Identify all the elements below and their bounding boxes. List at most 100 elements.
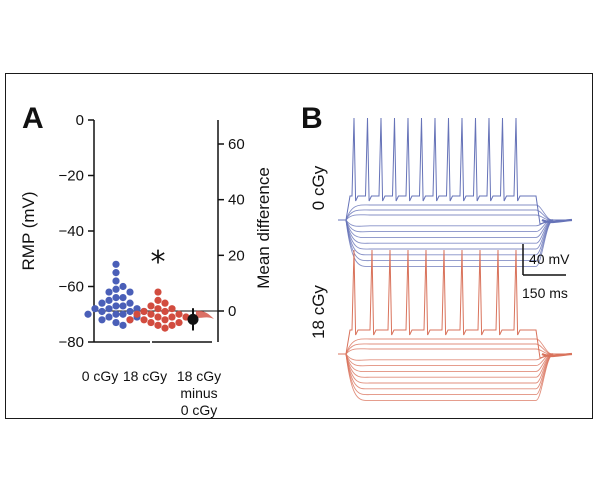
data-point [154, 296, 162, 304]
depolarizing-sweep [345, 348, 555, 355]
right-y-axis-label: Mean difference [254, 167, 273, 289]
left-tick-group: 0 −20 −40 −60 −80 [59, 112, 94, 351]
left-tick-label: −40 [59, 223, 84, 240]
data-point [112, 277, 120, 285]
hyperpolarizing-sweep [338, 219, 572, 267]
data-points [84, 260, 190, 332]
data-point [98, 316, 106, 324]
data-point [161, 307, 169, 316]
data-point [112, 294, 120, 302]
data-point [98, 307, 106, 316]
data-point [84, 310, 92, 318]
data-point [105, 313, 113, 321]
data-point [161, 299, 169, 307]
data-point [119, 310, 127, 318]
data-point [140, 316, 148, 324]
right-tick-label: 20 [228, 247, 245, 264]
data-point [168, 313, 176, 321]
data-point [126, 299, 134, 307]
data-point [147, 302, 155, 310]
trace-label-18cgy: 18 cGy [309, 285, 328, 339]
data-point [91, 305, 99, 313]
data-point [154, 288, 162, 296]
scale-bar-time: 150 ms [522, 285, 568, 301]
panel-a-label: A [22, 102, 44, 135]
mean-difference-point [187, 313, 199, 325]
hyperpolarizing-sweep [338, 219, 572, 238]
scale-bar: 40 mV 150 ms [522, 244, 570, 301]
distribution-shape [196, 310, 214, 319]
category-label: 18 cGy [123, 368, 167, 384]
data-point [119, 321, 127, 329]
data-point [105, 288, 113, 296]
data-point [112, 318, 120, 327]
hyperpolarizing-sweep [338, 219, 572, 233]
data-point [119, 294, 127, 302]
figure-frame [5, 73, 593, 419]
data-point [133, 305, 141, 313]
hyperpolarizing-sweep [338, 353, 572, 367]
data-point [105, 305, 113, 313]
category-label: 18 cGy [177, 368, 221, 384]
data-point [161, 316, 169, 324]
data-point [112, 260, 120, 268]
spiking-sweep [338, 117, 572, 225]
data-point [112, 269, 120, 277]
data-point [98, 299, 106, 307]
depolarizing-sweep [345, 343, 555, 355]
trace-group-irradiated [338, 249, 573, 401]
left-tick-label: −20 [59, 168, 84, 185]
scale-bar-voltage: 40 mV [529, 251, 570, 267]
left-tick-label: 0 [76, 112, 84, 129]
data-point [112, 310, 120, 318]
mean-difference-marker [187, 308, 214, 331]
left-tick-label: −80 [59, 334, 84, 351]
depolarizing-sweep [345, 214, 555, 221]
data-point [161, 324, 169, 332]
trace-label-0cgy: 0 cGy [309, 165, 328, 210]
depolarizing-sweep [345, 209, 555, 221]
right-tick-label: 60 [228, 136, 245, 153]
category-label: 0 cGy [82, 368, 119, 384]
right-tick-group: 60 40 20 0 [218, 136, 245, 320]
category-label: minus [180, 385, 217, 401]
data-point [147, 318, 155, 327]
right-tick-label: 40 [228, 192, 245, 209]
hyperpolarizing-sweep [338, 219, 572, 250]
data-point [126, 307, 134, 316]
data-point [168, 321, 176, 329]
data-point [175, 310, 183, 318]
right-tick-label: 0 [228, 303, 236, 320]
data-point [154, 321, 162, 329]
baseline-trace [541, 352, 573, 358]
trace-group-control [338, 117, 573, 267]
data-point [126, 316, 134, 324]
data-point [154, 305, 162, 313]
data-point [133, 310, 141, 318]
hyperpolarizing-sweep [338, 219, 572, 227]
data-point [168, 305, 176, 313]
baseline-trace [541, 218, 573, 224]
data-point [119, 282, 127, 291]
data-point [119, 302, 127, 310]
category-label: 0 cGy [181, 402, 218, 418]
spiking-sweep [338, 249, 572, 359]
data-point [112, 302, 120, 310]
hyperpolarizing-sweep [338, 353, 572, 372]
data-point [175, 318, 183, 327]
data-point [112, 285, 120, 293]
significance-annotation: * [151, 245, 166, 280]
y-axis-label: RMP (mV) [19, 191, 38, 270]
depolarizing-sweep [345, 204, 555, 221]
hyperpolarizing-sweep [338, 353, 572, 361]
data-point [154, 313, 162, 321]
voltage-traces [338, 117, 573, 401]
data-point [140, 307, 148, 316]
data-point [105, 296, 113, 304]
data-point [126, 288, 134, 296]
depolarizing-sweep [345, 338, 555, 355]
data-point [147, 310, 155, 318]
left-tick-label: −60 [59, 279, 84, 296]
